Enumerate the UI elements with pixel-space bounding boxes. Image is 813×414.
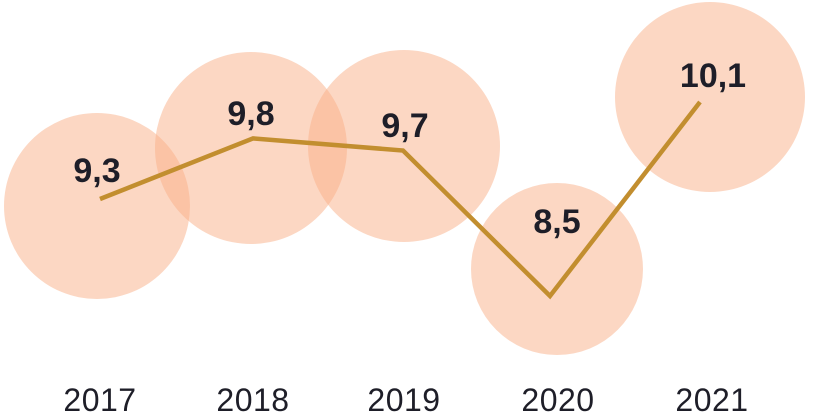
x-axis-label-2021: 2021	[675, 382, 748, 414]
bubble-2018	[155, 52, 347, 244]
value-label-2018: 9,8	[227, 95, 274, 133]
bubble-2017	[4, 113, 190, 299]
x-axis-label-2017: 2017	[63, 382, 136, 414]
value-label-2020: 8,5	[533, 203, 580, 241]
bubble-2021	[615, 2, 805, 192]
value-label-2021: 10,1	[680, 57, 746, 95]
value-label-2017: 9,3	[73, 152, 120, 190]
bubble-2020	[471, 183, 643, 355]
x-axis-label-2019: 2019	[367, 382, 440, 414]
trend-line	[99, 100, 702, 300]
x-axis-label-2020: 2020	[521, 382, 594, 414]
x-axis-label-2018: 2018	[216, 382, 289, 414]
value-label-2019: 9,7	[381, 107, 428, 145]
bubble-2019	[308, 50, 500, 242]
